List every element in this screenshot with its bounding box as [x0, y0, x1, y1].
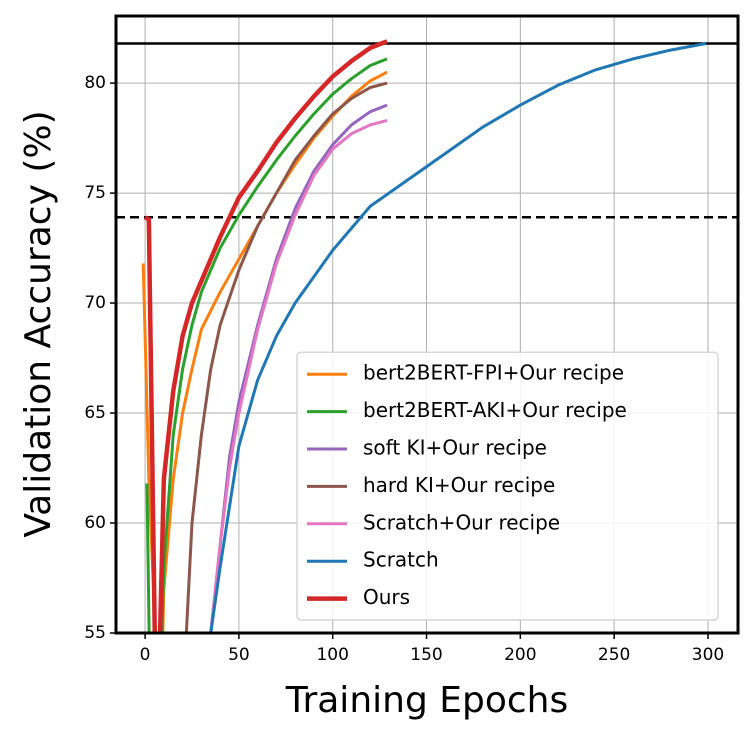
y-tick-label: 60: [84, 513, 106, 533]
y-tick-label: 70: [84, 293, 106, 313]
y-axis-label: Validation Accuracy (%): [18, 110, 59, 537]
y-tick-label: 80: [84, 73, 106, 93]
legend-label: hard KI+Our recipe: [363, 473, 555, 497]
legend-label: soft KI+Our recipe: [363, 436, 547, 460]
x-tick-label: 100: [316, 645, 348, 665]
y-tick-label: 55: [84, 623, 106, 643]
x-tick-label: 0: [140, 645, 151, 665]
legend-label: Ours: [363, 585, 410, 609]
series-line: [184, 81, 388, 633]
plot-area: [116, 39, 738, 633]
y-tick-label: 75: [84, 183, 106, 203]
legend-label: Scratch: [363, 548, 439, 572]
series-line: [209, 119, 388, 633]
plot-frame: [114, 14, 740, 635]
series-line: [209, 42, 707, 633]
x-tick-label: 250: [598, 645, 630, 665]
legend-label: bert2BERT-FPI+Our recipe: [363, 361, 624, 385]
x-axis-label: Training Epochs: [285, 680, 568, 721]
series-line: [143, 39, 388, 633]
x-tick-label: 50: [228, 645, 250, 665]
legend-box: [296, 351, 719, 621]
x-tick-label: 300: [692, 645, 724, 665]
legend-label: Scratch+Our recipe: [363, 510, 560, 534]
legend-label: bert2BERT-AKI+Our recipe: [363, 398, 627, 422]
x-tick-label: 150: [410, 645, 442, 665]
x-tick-label: 200: [504, 645, 536, 665]
y-tick-label: 65: [84, 403, 106, 423]
